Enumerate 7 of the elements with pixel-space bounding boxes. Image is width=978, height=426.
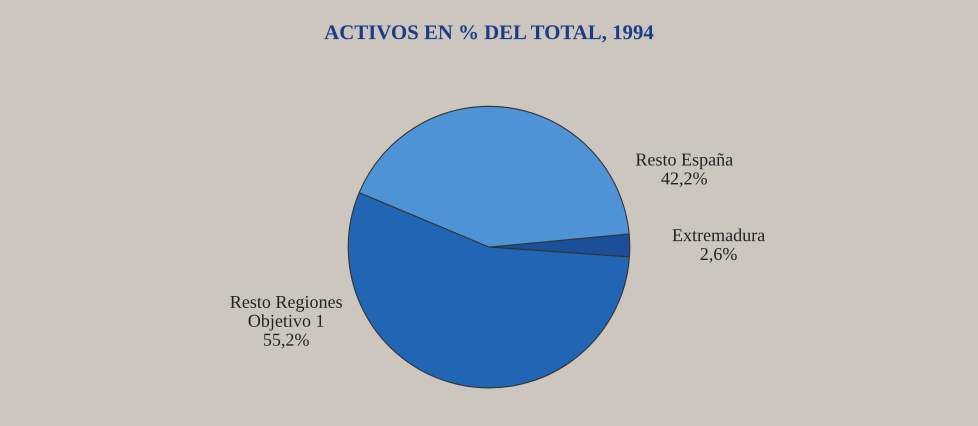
data-label: 2,6%: [700, 248, 737, 263]
slice-label: Resto España: [636, 153, 733, 170]
slice-label: Extremadura: [672, 228, 765, 242]
slice-label: Resto Regiones Objetivo 1: [230, 296, 342, 331]
data-label: 55,2%: [264, 334, 309, 348]
data-label: 42,2%: [661, 172, 707, 188]
chart-title: ACTIVOS EN % DEL TOTAL, 1994: [324, 25, 654, 42]
